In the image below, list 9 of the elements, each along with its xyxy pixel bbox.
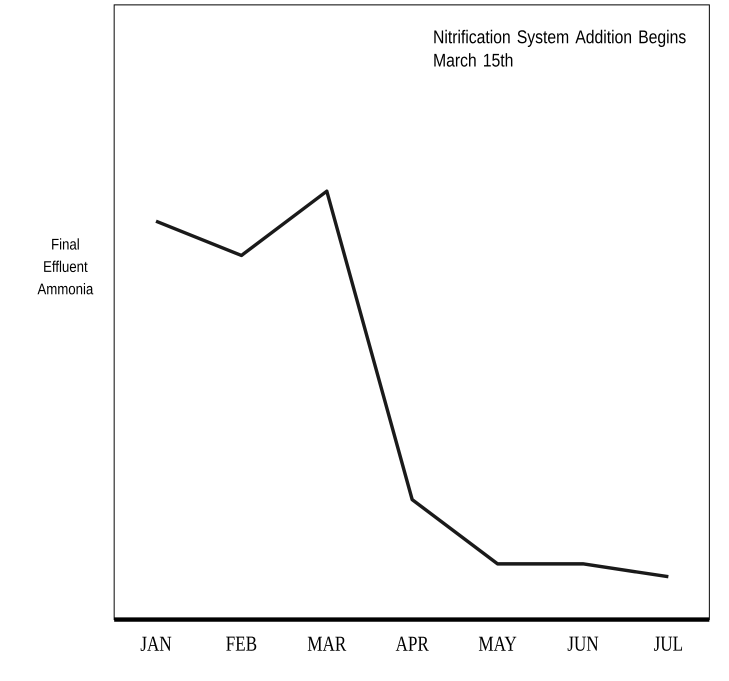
y-axis-title: Final Effluent Ammonia <box>37 238 94 294</box>
x-tick-label: MAR <box>308 636 346 651</box>
x-tick-label: JAN <box>140 636 172 651</box>
x-tick-label: MAY <box>478 636 516 651</box>
x-tick-label: APR <box>396 636 429 651</box>
text: Nitrification System Addition Begins March 15th <box>434 30 686 67</box>
x-tick-label: FEB <box>226 636 256 651</box>
x-tick-label: JUN <box>568 636 598 651</box>
x-tick-label: JUL <box>654 636 682 651</box>
